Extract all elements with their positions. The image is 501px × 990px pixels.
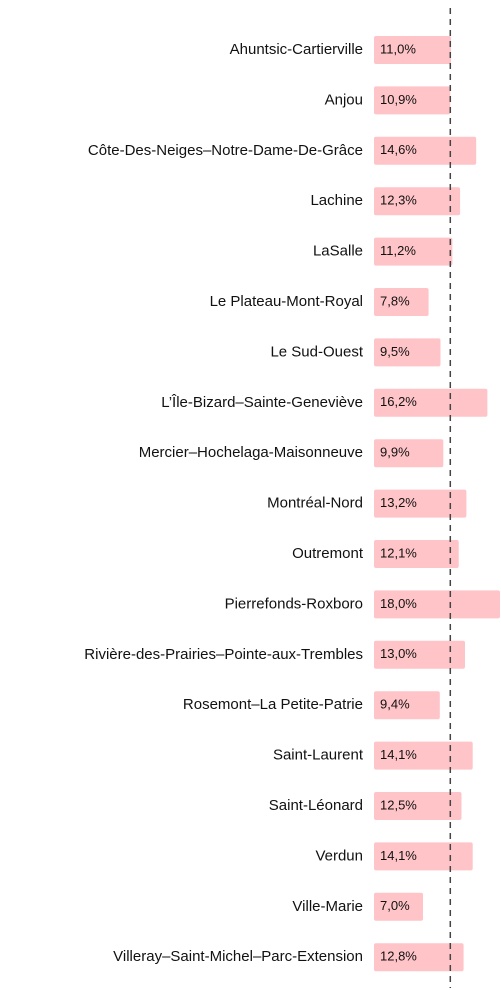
value-label: 9,5%: [380, 344, 410, 359]
category-label: Ahuntsic-Cartierville: [230, 41, 363, 58]
bar: [374, 439, 444, 468]
category-label: Mercier–Hochelaga-Maisonneuve: [139, 444, 363, 461]
value-label: 13,2%: [380, 495, 417, 510]
bar: [374, 388, 488, 417]
value-label: 18,0%: [380, 596, 417, 611]
value-label: 11,2%: [380, 243, 416, 258]
value-label: 7,8%: [380, 293, 410, 308]
category-label: Anjou: [325, 91, 363, 108]
value-label: 11,0%: [380, 41, 416, 56]
category-label: Saint-Léonard: [269, 797, 363, 814]
category-label: L’Île-Bizard–Sainte-Geneviève: [161, 394, 363, 411]
value-label: 12,5%: [380, 797, 417, 812]
value-label: 13,0%: [380, 646, 417, 661]
value-label: 14,1%: [380, 747, 417, 762]
category-label: Le Plateau-Mont-Royal: [210, 293, 363, 310]
bar: [374, 237, 453, 266]
category-label: Côte-Des-Neiges–Notre-Dame-De-Grâce: [88, 142, 363, 159]
bar: [374, 187, 461, 216]
bar: [374, 540, 459, 568]
bar: [374, 842, 473, 871]
value-label: 12,8%: [380, 949, 417, 964]
bar: [374, 943, 464, 972]
bar: [374, 288, 429, 316]
category-label: Lachine: [310, 192, 363, 209]
category-label: Rivière-des-Prairies–Pointe-aux-Trembles: [84, 646, 363, 663]
value-label: 12,1%: [380, 545, 417, 560]
bar: [374, 691, 440, 720]
bar: [374, 338, 441, 367]
category-label: Ville-Marie: [292, 898, 363, 915]
bar: [374, 640, 465, 669]
bar: [374, 86, 451, 115]
category-label: LaSalle: [313, 243, 363, 260]
bar: [374, 590, 500, 619]
bar: [374, 36, 451, 64]
category-label: Montréal-Nord: [267, 495, 363, 512]
value-label: 10,9%: [380, 92, 417, 107]
value-label: 16,2%: [380, 394, 417, 409]
bar: [374, 892, 423, 921]
category-label: Villeray–Saint-Michel–Parc-Extension: [113, 948, 363, 965]
category-label: Pierrefonds-Roxboro: [225, 595, 363, 612]
bar: [374, 741, 473, 770]
value-label: 9,9%: [380, 445, 410, 460]
category-label: Outremont: [292, 545, 364, 562]
value-label: 9,4%: [380, 697, 410, 712]
bar: [374, 792, 462, 820]
category-label: Le Sud-Ouest: [270, 343, 363, 360]
bar: [374, 489, 467, 518]
category-label: Rosemont–La Petite-Patrie: [183, 696, 363, 713]
category-label: Verdun: [315, 847, 363, 864]
value-label: 14,6%: [380, 142, 417, 157]
category-label: Saint-Laurent: [273, 747, 364, 764]
value-label: 12,3%: [380, 193, 417, 208]
value-label: 7,0%: [380, 898, 410, 913]
value-label: 14,1%: [380, 848, 417, 863]
